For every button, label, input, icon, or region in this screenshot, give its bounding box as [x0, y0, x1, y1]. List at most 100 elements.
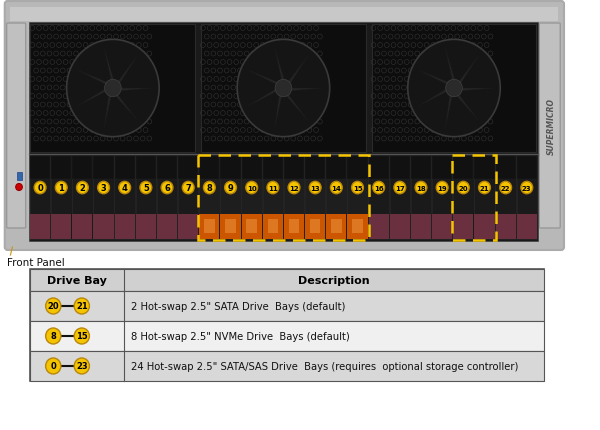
Bar — [368, 215, 389, 240]
Bar — [432, 157, 452, 180]
Text: 13: 13 — [310, 185, 320, 191]
Text: 4: 4 — [122, 184, 128, 193]
Text: 12: 12 — [289, 185, 299, 191]
Bar — [157, 157, 177, 180]
Circle shape — [408, 40, 500, 137]
Bar — [178, 215, 199, 240]
Circle shape — [55, 182, 67, 194]
Bar — [453, 157, 473, 180]
Polygon shape — [454, 89, 493, 92]
Text: 19: 19 — [437, 185, 447, 191]
Circle shape — [309, 182, 321, 194]
Bar — [199, 215, 220, 240]
Bar — [31, 291, 544, 321]
Bar — [352, 220, 363, 233]
Bar — [31, 25, 195, 153]
Circle shape — [74, 298, 89, 314]
Polygon shape — [454, 89, 479, 121]
Bar — [241, 157, 262, 240]
Bar — [31, 269, 544, 291]
Bar — [263, 157, 283, 180]
Bar — [31, 321, 544, 351]
Bar — [517, 157, 537, 180]
Polygon shape — [283, 89, 308, 121]
Bar — [326, 157, 347, 240]
Text: Description: Description — [298, 275, 370, 286]
Bar — [517, 157, 537, 240]
Bar — [389, 157, 410, 240]
Circle shape — [119, 182, 131, 194]
Bar — [199, 157, 220, 240]
Bar — [305, 157, 325, 240]
Bar — [10, 8, 559, 22]
Bar — [268, 220, 278, 233]
Bar — [220, 215, 241, 240]
Text: 17: 17 — [395, 185, 405, 191]
Circle shape — [203, 182, 215, 194]
Text: Drive Bay: Drive Bay — [47, 275, 107, 286]
Text: 6: 6 — [164, 184, 170, 193]
Text: 21: 21 — [76, 302, 88, 311]
Circle shape — [246, 182, 257, 194]
Text: 8 Hot-swap 2.5" NVMe Drive  Bays (default): 8 Hot-swap 2.5" NVMe Drive Bays (default… — [131, 331, 350, 341]
Circle shape — [394, 182, 406, 194]
Polygon shape — [248, 89, 283, 107]
FancyBboxPatch shape — [539, 24, 560, 228]
Text: 22: 22 — [501, 185, 511, 191]
Bar — [390, 157, 410, 180]
Bar — [496, 157, 516, 240]
Circle shape — [104, 80, 121, 98]
Circle shape — [46, 358, 61, 374]
Text: 7: 7 — [185, 184, 191, 193]
Bar — [220, 157, 241, 180]
Circle shape — [500, 182, 512, 194]
Bar — [115, 215, 135, 240]
Circle shape — [46, 328, 61, 344]
Bar — [263, 215, 283, 240]
Bar — [115, 157, 135, 180]
Bar — [51, 157, 71, 180]
Bar — [284, 215, 304, 240]
Bar — [247, 220, 257, 233]
Text: 10: 10 — [247, 185, 257, 191]
Bar — [51, 157, 71, 240]
Bar — [220, 157, 241, 240]
Circle shape — [182, 182, 194, 194]
Polygon shape — [77, 89, 113, 107]
Bar — [284, 157, 304, 180]
Text: 0: 0 — [50, 362, 56, 371]
Bar — [310, 220, 320, 233]
Circle shape — [352, 182, 364, 194]
Bar — [371, 25, 536, 153]
FancyBboxPatch shape — [5, 2, 564, 250]
Bar — [157, 215, 177, 240]
Polygon shape — [104, 89, 113, 129]
Circle shape — [457, 182, 469, 194]
Text: 20: 20 — [458, 185, 468, 191]
Bar — [475, 157, 494, 180]
Circle shape — [267, 182, 279, 194]
Text: 18: 18 — [416, 185, 426, 191]
Bar — [475, 215, 494, 240]
Text: 2 Hot-swap 2.5" SATA Drive  Bays (default): 2 Hot-swap 2.5" SATA Drive Bays (default… — [131, 301, 346, 311]
Polygon shape — [283, 89, 323, 92]
Circle shape — [98, 182, 109, 194]
Bar — [199, 156, 368, 240]
Circle shape — [275, 80, 292, 98]
Circle shape — [415, 182, 427, 194]
Bar — [432, 157, 452, 240]
FancyBboxPatch shape — [7, 24, 26, 228]
Polygon shape — [113, 89, 137, 121]
Bar — [178, 157, 199, 240]
Bar — [305, 215, 325, 240]
Bar — [204, 220, 215, 233]
Circle shape — [288, 182, 300, 194]
Bar — [199, 157, 220, 180]
Bar — [432, 215, 452, 240]
Text: Front Panel: Front Panel — [7, 258, 64, 267]
Bar — [452, 156, 496, 240]
Text: SUPERMICRO: SUPERMICRO — [547, 98, 556, 155]
Bar — [411, 215, 431, 240]
Circle shape — [479, 182, 490, 194]
Bar — [517, 215, 537, 240]
